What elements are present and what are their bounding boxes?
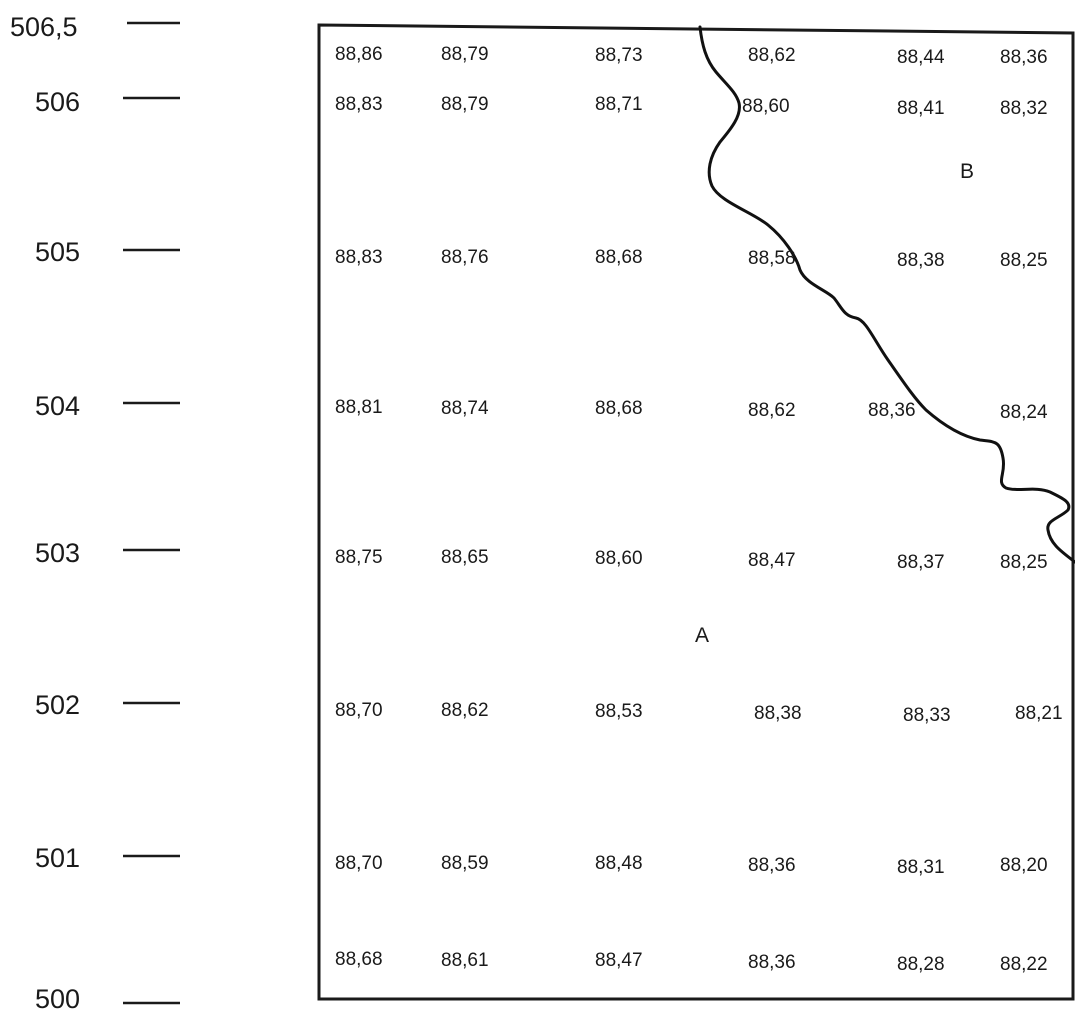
scale-label: 506: [35, 87, 80, 117]
value-grid: 88,86 88,79 88,73 88,62 88,44 88,36 88,8…: [335, 44, 1063, 975]
scale-label: 503: [35, 538, 80, 568]
grid-value: 88,32: [1000, 98, 1048, 119]
grid-value: 88,33: [903, 705, 951, 726]
region-label-a: A: [695, 624, 709, 647]
grid-value: 88,79: [441, 94, 489, 115]
scale-label: 502: [35, 690, 80, 720]
grid-value: 88,24: [1000, 402, 1048, 423]
scale-label: 500: [35, 984, 80, 1014]
scale: 506,5 506 505 504 503 502 501 500: [10, 12, 180, 1014]
scale-label: 506,5: [10, 12, 78, 42]
grid-value: 88,28: [897, 954, 945, 975]
grid-value: 88,58: [748, 248, 796, 269]
grid-value: 88,62: [748, 45, 796, 66]
region-label-b: B: [960, 160, 974, 183]
scale-label: 501: [35, 843, 80, 873]
grid-value: 88,62: [441, 700, 489, 721]
grid-value: 88,73: [595, 45, 643, 66]
grid-value: 88,76: [441, 247, 489, 268]
grid-value: 88,65: [441, 547, 489, 568]
grid-value: 88,61: [441, 950, 489, 971]
grid-value: 88,83: [335, 247, 383, 268]
grid-value: 88,86: [335, 44, 383, 65]
grid-value: 88,75: [335, 547, 383, 568]
grid-value: 88,62: [748, 400, 796, 421]
grid-value: 88,70: [335, 700, 383, 721]
grid-value: 88,41: [897, 98, 945, 119]
grid-value: 88,68: [335, 949, 383, 970]
grid-value: 88,22: [1000, 954, 1048, 975]
grid-value: 88,38: [754, 703, 802, 724]
grid-value: 88,25: [1000, 552, 1048, 573]
grid-value: 88,47: [748, 550, 796, 571]
grid-value: 88,53: [595, 701, 643, 722]
grid-value: 88,60: [595, 548, 643, 569]
grid-value: 88,68: [595, 398, 643, 419]
grid-value: 88,70: [335, 853, 383, 874]
grid-value: 88,79: [441, 44, 489, 65]
grid-value: 88,36: [1000, 47, 1048, 68]
grid-value: 88,38: [897, 250, 945, 271]
scale-label: 505: [35, 237, 80, 267]
scale-label: 504: [35, 391, 80, 421]
grid-value: 88,36: [748, 855, 796, 876]
grid-value: 88,47: [595, 950, 643, 971]
grid-value: 88,74: [441, 398, 489, 419]
grid-value: 88,36: [868, 400, 916, 421]
grid-value: 88,83: [335, 94, 383, 115]
grid-value: 88,44: [897, 47, 945, 68]
grid-value: 88,81: [335, 397, 383, 418]
grid-value: 88,68: [595, 247, 643, 268]
map-frame: [317, 23, 1075, 1001]
grid-value: 88,20: [1000, 855, 1048, 876]
grid-value: 88,21: [1015, 703, 1063, 724]
grid-value: 88,71: [595, 94, 643, 115]
region-boundary: [698, 25, 1075, 564]
grid-value: 88,36: [748, 952, 796, 973]
grid-value: 88,31: [897, 857, 945, 878]
grid-value: 88,25: [1000, 250, 1048, 271]
grid-value: 88,48: [595, 853, 643, 874]
grid-value: 88,37: [897, 552, 945, 573]
grid-value: 88,60: [742, 96, 790, 117]
grid-value: 88,59: [441, 853, 489, 874]
